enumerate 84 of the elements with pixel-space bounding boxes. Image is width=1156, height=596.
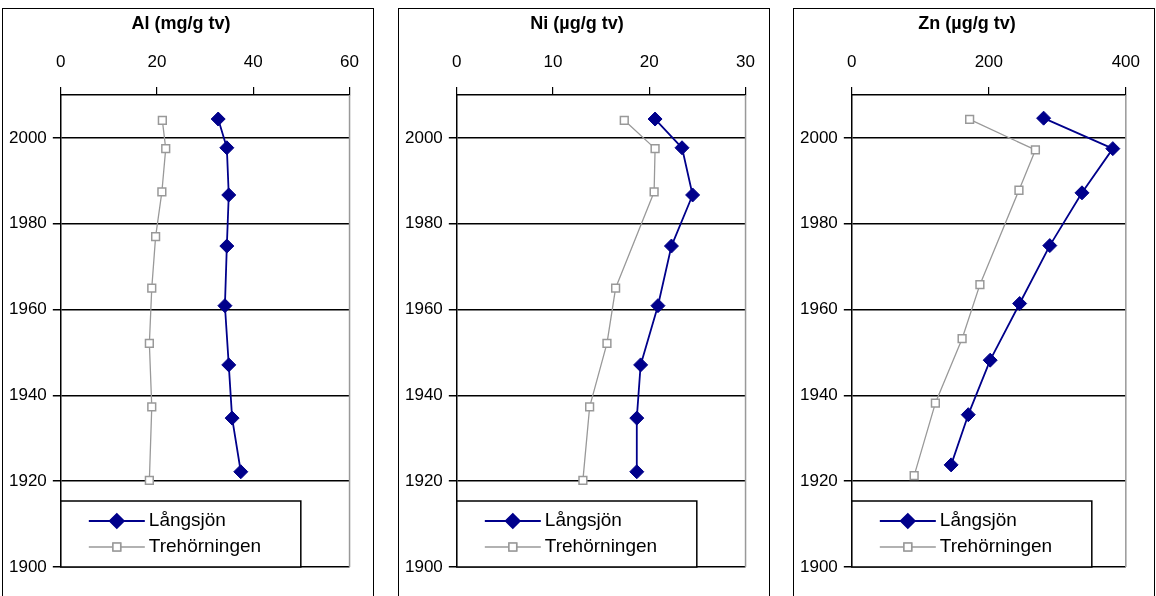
point — [663, 238, 679, 254]
y-tick-label: 1940 — [799, 385, 838, 405]
point — [144, 475, 154, 485]
point — [1105, 141, 1121, 157]
point — [1036, 110, 1052, 126]
chart-title: Zn (µg/g tv) — [918, 12, 1016, 33]
y-tick-label: 1920 — [799, 470, 838, 490]
point — [619, 115, 629, 125]
point — [685, 187, 701, 203]
point — [150, 231, 161, 242]
point — [161, 144, 171, 154]
x-tick-label: 0 — [56, 52, 66, 72]
y-tick-label: 2000 — [404, 127, 443, 147]
y-tick-label: 1920 — [8, 470, 47, 490]
x-tick-label: 60 — [340, 52, 360, 72]
legend-label: Trehörningen — [544, 535, 658, 557]
chart-title: Al (mg/g tv) — [131, 12, 231, 33]
point — [909, 470, 919, 481]
point — [219, 140, 235, 156]
point — [1074, 185, 1090, 201]
chart-title: Ni (µg/g tv) — [530, 12, 624, 33]
legend-label: Trehörningen — [148, 535, 262, 557]
y-tick-label: 1980 — [404, 213, 443, 233]
point — [147, 283, 157, 293]
x-tick-label: 200 — [974, 52, 1004, 72]
y-tick-label: 1940 — [8, 385, 47, 405]
point — [219, 238, 235, 254]
y-tick-label: 2000 — [8, 127, 47, 147]
point — [982, 352, 998, 368]
x-tick-label: 30 — [736, 52, 756, 72]
x-tick-label: 10 — [543, 52, 563, 72]
x-tick-label: 400 — [1111, 52, 1141, 72]
point — [960, 407, 976, 423]
point — [224, 410, 240, 426]
point — [629, 410, 645, 426]
legend-label: Långsjön — [939, 509, 1017, 531]
x-tick-label: 40 — [243, 52, 263, 72]
y-tick-label: 1980 — [8, 213, 47, 233]
point — [610, 283, 621, 293]
legend-label: Långsjön — [148, 509, 226, 531]
point — [1012, 296, 1028, 312]
point — [217, 298, 233, 314]
point — [221, 357, 237, 373]
y-tick-label: 1960 — [799, 299, 838, 319]
x-tick-label: 20 — [147, 52, 167, 72]
point — [975, 280, 985, 290]
point — [1030, 145, 1041, 155]
point — [1014, 185, 1024, 195]
point — [602, 338, 612, 349]
x-tick-label: 20 — [639, 52, 659, 72]
x-tick-label: 0 — [452, 52, 462, 72]
y-tick-label: 1940 — [404, 385, 443, 405]
point — [649, 187, 659, 197]
y-tick-label: 1980 — [799, 213, 838, 233]
y-tick-label: 1900 — [799, 556, 838, 576]
point — [157, 187, 167, 197]
y-tick-label: 1900 — [404, 556, 443, 576]
y-tick-label: 1960 — [404, 299, 443, 319]
point — [647, 111, 663, 127]
point — [157, 115, 167, 125]
point — [957, 334, 967, 344]
point — [674, 140, 690, 156]
point — [233, 464, 249, 480]
point — [147, 402, 157, 412]
y-tick-label: 1960 — [8, 299, 47, 319]
y-tick-label: 2000 — [799, 127, 838, 147]
point — [650, 144, 660, 154]
point — [578, 475, 588, 485]
point — [144, 338, 154, 349]
point — [633, 357, 649, 373]
y-tick-label: 1900 — [8, 556, 47, 576]
legend-label: Trehörningen — [939, 535, 1053, 557]
point — [221, 187, 237, 203]
point — [930, 398, 941, 408]
x-tick-label: 0 — [847, 52, 857, 72]
legend-label: Långsjön — [544, 509, 622, 531]
point — [629, 464, 645, 480]
point — [943, 457, 959, 473]
point — [1042, 238, 1058, 254]
y-tick-label: 1920 — [404, 470, 443, 490]
point — [965, 114, 975, 125]
point — [584, 402, 595, 412]
point — [650, 298, 666, 314]
point — [210, 111, 226, 127]
